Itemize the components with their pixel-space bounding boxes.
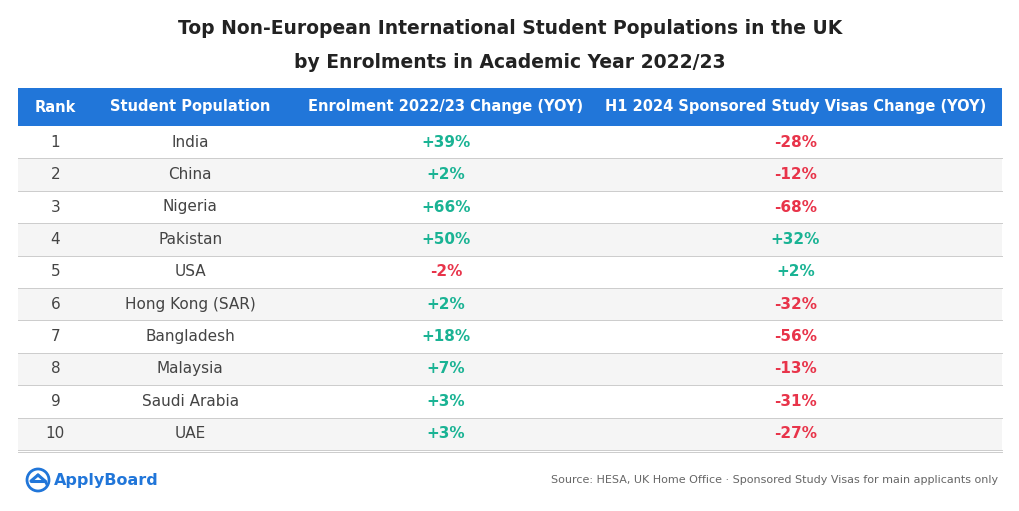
Text: 2: 2	[51, 167, 60, 182]
Text: 9: 9	[51, 394, 60, 409]
Text: +2%: +2%	[775, 264, 814, 280]
Text: Malaysia: Malaysia	[157, 361, 223, 377]
Text: +3%: +3%	[426, 426, 465, 442]
Text: Hong Kong (SAR): Hong Kong (SAR)	[124, 297, 256, 312]
Text: 7: 7	[51, 329, 60, 344]
Text: 8: 8	[51, 361, 60, 377]
Text: -2%: -2%	[429, 264, 462, 280]
Text: 10: 10	[46, 426, 65, 442]
Text: -13%: -13%	[773, 361, 816, 377]
Text: -56%: -56%	[773, 329, 816, 344]
Text: Nigeria: Nigeria	[163, 199, 217, 215]
Bar	[18, 288, 1001, 320]
Text: by Enrolments in Academic Year 2022/23: by Enrolments in Academic Year 2022/23	[293, 53, 726, 72]
Text: H1 2024 Sponsored Study Visas Change (YOY): H1 2024 Sponsored Study Visas Change (YO…	[604, 100, 985, 114]
Text: -27%: -27%	[773, 426, 816, 442]
Text: -28%: -28%	[773, 135, 816, 150]
Text: 1: 1	[51, 135, 60, 150]
Text: Source: HESA, UK Home Office · Sponsored Study Visas for main applicants only: Source: HESA, UK Home Office · Sponsored…	[550, 475, 997, 485]
Text: 6: 6	[51, 297, 60, 312]
Text: Bangladesh: Bangladesh	[145, 329, 234, 344]
Text: Saudi Arabia: Saudi Arabia	[142, 394, 238, 409]
Text: +2%: +2%	[426, 297, 465, 312]
Text: China: China	[168, 167, 212, 182]
Text: 5: 5	[51, 264, 60, 280]
Bar	[18, 417, 1001, 450]
Bar	[18, 385, 1001, 417]
Bar	[18, 191, 1001, 223]
Text: -68%: -68%	[773, 199, 816, 215]
Text: Top Non-European International Student Populations in the UK: Top Non-European International Student P…	[177, 18, 842, 37]
Text: Pakistan: Pakistan	[158, 232, 222, 247]
Text: +39%: +39%	[421, 135, 470, 150]
Text: 3: 3	[51, 199, 60, 215]
Text: +2%: +2%	[426, 167, 465, 182]
Text: +32%: +32%	[770, 232, 819, 247]
Bar	[18, 256, 1001, 288]
Text: Enrolment 2022/23 Change (YOY): Enrolment 2022/23 Change (YOY)	[308, 100, 583, 114]
Text: -12%: -12%	[773, 167, 816, 182]
Bar	[18, 353, 1001, 385]
Bar	[18, 320, 1001, 353]
Text: -31%: -31%	[773, 394, 816, 409]
Text: USA: USA	[174, 264, 206, 280]
Text: -32%: -32%	[773, 297, 816, 312]
Text: Student Population: Student Population	[110, 100, 270, 114]
Bar	[18, 88, 1001, 126]
Text: Rank: Rank	[35, 100, 76, 114]
Bar	[18, 158, 1001, 191]
Text: +66%: +66%	[421, 199, 471, 215]
Text: +50%: +50%	[421, 232, 470, 247]
Bar	[18, 223, 1001, 256]
Bar	[18, 126, 1001, 158]
Text: 4: 4	[51, 232, 60, 247]
Text: +18%: +18%	[421, 329, 470, 344]
Text: +7%: +7%	[426, 361, 465, 377]
Text: UAE: UAE	[174, 426, 206, 442]
Text: +3%: +3%	[426, 394, 465, 409]
Text: ApplyBoard: ApplyBoard	[54, 473, 159, 487]
Text: India: India	[171, 135, 209, 150]
